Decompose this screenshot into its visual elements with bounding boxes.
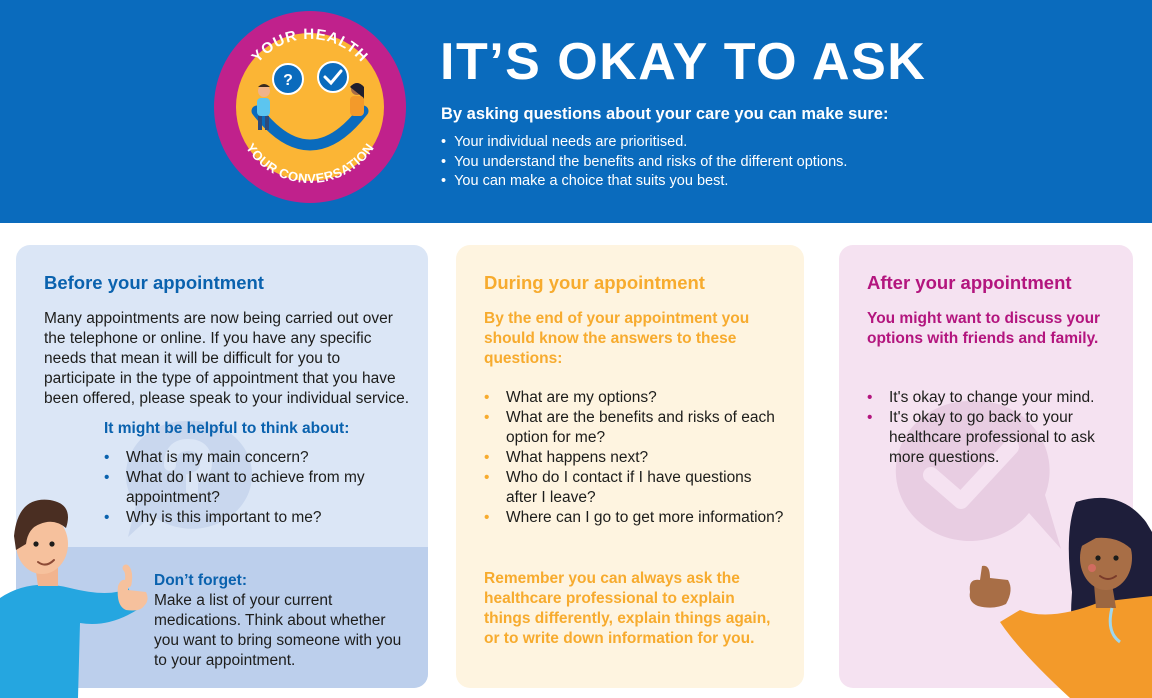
after-lead: You might want to discuss your options w… (867, 310, 1101, 347)
after-heading: After your appointment (867, 272, 1072, 293)
after-list: It's okay to change your mind. It's okay… (867, 388, 1117, 468)
before-heading: Before your appointment (44, 272, 264, 293)
think-about-heading: It might be helpful to think about: (104, 420, 350, 437)
small-woman-figure (350, 83, 364, 116)
small-man-figure (257, 84, 270, 130)
smiley-badge-icon: YOUR HEALTH YOUR CONVERSATION ? (214, 11, 406, 203)
during-lead: By the end of your appointment you shoul… (484, 310, 750, 367)
think-about-list: What is my main concern? What do I want … (104, 448, 404, 528)
dont-forget-heading: Don’t forget: (154, 572, 247, 589)
during-heading: During your appointment (484, 272, 705, 293)
during-appointment-card: During your appointment By the end of yo… (456, 245, 804, 688)
check-bubble-icon (317, 61, 349, 93)
header-bullet: Your individual needs are prioritised. (441, 133, 847, 153)
svg-text:?: ? (283, 72, 293, 89)
list-item: What are my options? (484, 388, 784, 408)
page-title: IT’S OKAY TO ASK (440, 33, 927, 91)
before-appointment-card: Before your appointment Many appointment… (16, 245, 428, 688)
list-item: What are the benefits and risks of each … (484, 408, 784, 448)
man-thumbs-up-illustration (0, 499, 148, 698)
list-item: Why is this important to me? (104, 508, 404, 528)
list-item: What do I want to achieve from my appoin… (104, 468, 404, 508)
list-item: It's okay to change your mind. (867, 388, 1117, 408)
list-item: What is my main concern? (104, 448, 404, 468)
header-bullet-list: Your individual needs are prioritised. Y… (441, 133, 847, 192)
header-bullet: You can make a choice that suits you bes… (441, 172, 847, 192)
header-banner: YOUR HEALTH YOUR CONVERSATION ? IT’S OKA… (0, 0, 1152, 223)
header-subtitle: By asking questions about your care you … (441, 105, 889, 123)
dont-forget-text: Make a list of your current medications.… (154, 592, 402, 669)
list-item: What happens next? (484, 448, 784, 468)
list-item: Who do I contact if I have questions aft… (484, 468, 784, 508)
during-remember: Remember you can always ask the healthca… (484, 570, 771, 647)
header-bullet: You understand the benefits and risks of… (441, 153, 847, 173)
question-bubble-icon: ? (272, 63, 304, 95)
before-intro: Many appointments are now being carried … (44, 310, 410, 407)
during-questions-list: What are my options? What are the benefi… (484, 388, 784, 528)
list-item: Where can I go to get more information? (484, 508, 784, 528)
woman-thumbs-up-illustration (969, 497, 1152, 698)
list-item: It's okay to go back to your healthcare … (867, 408, 1117, 468)
